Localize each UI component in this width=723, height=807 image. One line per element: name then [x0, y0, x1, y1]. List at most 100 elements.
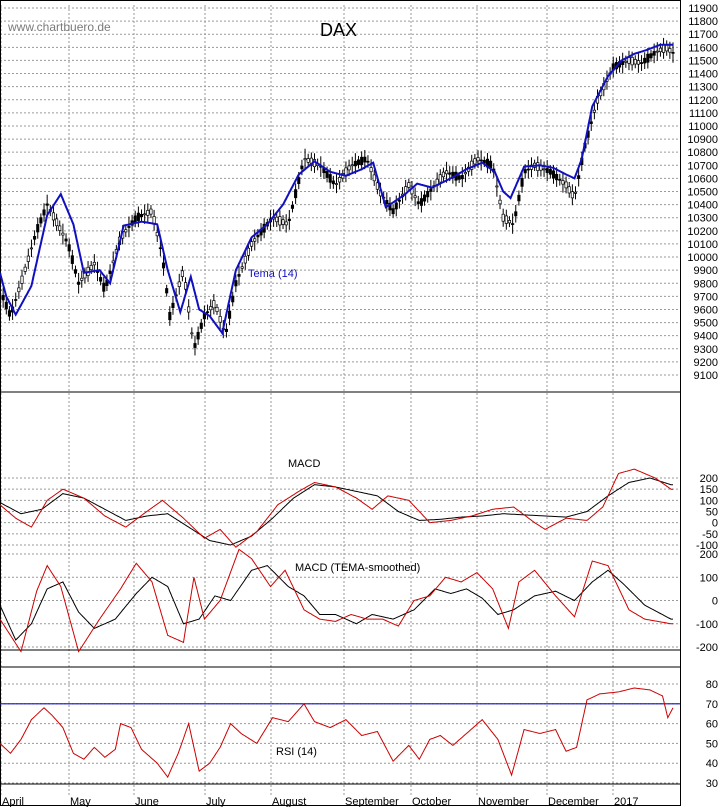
tema-line: [0, 43, 673, 336]
chart-grid: [0, 5, 680, 795]
candle-body: [171, 302, 175, 308]
candle-body: [570, 191, 574, 199]
candle-body: [196, 331, 200, 340]
candle-body: [243, 255, 247, 264]
candle-body: [665, 44, 669, 52]
month-label: October: [412, 796, 451, 807]
candle-body: [92, 261, 96, 266]
candle-body: [64, 238, 68, 242]
candle-body: [124, 229, 128, 233]
indicator-tick-label: -200: [696, 642, 718, 654]
candle-body: [646, 53, 650, 63]
indicator-tick-label: 50: [706, 738, 718, 750]
month-label: November: [478, 796, 529, 807]
candle-body: [397, 199, 401, 202]
candle-body: [463, 172, 467, 175]
month-label: May: [70, 796, 91, 807]
candle-body: [388, 202, 392, 211]
candle-body: [479, 159, 483, 162]
candle-body: [668, 48, 672, 53]
chart-frame: [0, 0, 681, 806]
price-tick-label: 10900: [687, 134, 718, 146]
candle-body: [573, 191, 578, 194]
candle-body: [334, 183, 339, 185]
candle-body: [168, 311, 172, 321]
candle-body: [589, 121, 593, 124]
price-tick-label: 10700: [687, 160, 718, 172]
price-tick-label: 9700: [694, 291, 718, 303]
tema-macd-line: [0, 565, 673, 641]
candle-body: [80, 277, 84, 281]
candle-body: [287, 218, 291, 222]
candle-body: [457, 175, 461, 180]
candle-body: [328, 174, 332, 183]
candle-body: [36, 224, 40, 233]
candle-body: [58, 225, 62, 231]
candle-body: [561, 180, 565, 185]
indicator-tick-label: 0: [712, 518, 718, 530]
price-tick-label: 9100: [694, 370, 718, 382]
candle-body: [165, 288, 169, 294]
candle-body: [473, 158, 477, 165]
candle-body: [526, 168, 530, 171]
candle-body: [14, 299, 18, 301]
candle-body: [338, 177, 342, 183]
candle-body: [356, 159, 361, 165]
candle-body: [102, 282, 106, 292]
indicator-tick-label: 0: [712, 596, 718, 608]
candle-body: [577, 175, 581, 179]
price-tick-label: 11400: [688, 69, 718, 81]
indicator-tick-label: 200: [700, 549, 718, 561]
candle-body: [209, 306, 213, 311]
candle-body: [630, 56, 634, 66]
candle-body: [385, 199, 389, 205]
candle-body: [347, 165, 351, 171]
price-tick-label: 11200: [688, 95, 718, 107]
candle-body: [498, 199, 502, 205]
candle-body: [476, 157, 480, 162]
candle-body: [426, 191, 430, 198]
indicator-tick-label: -100: [696, 619, 718, 631]
price-tick-label: 11300: [688, 82, 718, 94]
indicator-tick-label: 30: [706, 778, 718, 790]
candle-body: [136, 212, 140, 221]
candle-body: [158, 247, 162, 250]
candle-body: [4, 301, 8, 310]
candle-body: [655, 50, 659, 53]
candle-body: [67, 244, 71, 252]
candle-body: [177, 281, 181, 287]
candle-body: [303, 158, 307, 161]
candle-body: [108, 270, 112, 274]
candle-body: [306, 158, 310, 163]
candle-body: [193, 343, 197, 348]
candle-body: [237, 274, 241, 277]
candle-body: [146, 210, 150, 216]
price-tick-label: 10600: [687, 173, 718, 185]
candle-body: [231, 295, 235, 303]
candle-body: [394, 202, 398, 210]
macd-label: MACD: [288, 458, 320, 470]
candle-body: [61, 232, 65, 236]
candle-body: [7, 310, 11, 317]
candle-body: [294, 189, 298, 199]
candle-body: [441, 171, 445, 178]
indicator-tick-label: 70: [706, 699, 718, 711]
month-label: June: [135, 796, 159, 807]
candle-body: [89, 265, 93, 271]
candle-body: [70, 255, 74, 264]
price-tick-label: 11900: [688, 3, 718, 15]
candle-body: [360, 156, 364, 165]
price-tick-label: 11000: [688, 121, 718, 133]
candle-body: [551, 170, 556, 179]
price-tick-label: 10000: [687, 252, 718, 264]
candle-body: [300, 165, 304, 170]
candle-body: [545, 168, 549, 173]
candle-body: [0, 289, 2, 292]
candle-body: [548, 169, 552, 175]
rsi-label: RSI (14): [276, 746, 317, 758]
price-tick-label: 9500: [694, 318, 718, 330]
month-label: September: [345, 796, 399, 807]
candle-body: [143, 213, 147, 216]
candle-body: [42, 209, 46, 216]
